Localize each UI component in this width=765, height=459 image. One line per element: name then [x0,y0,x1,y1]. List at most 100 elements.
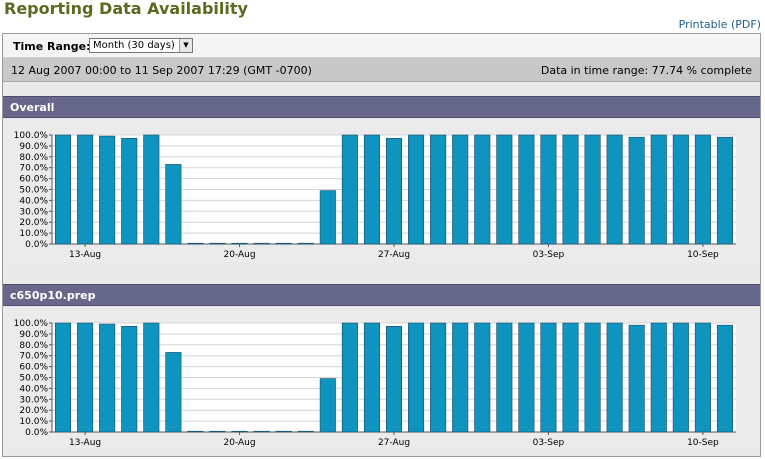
y-tick-label: 40.0% [19,384,48,394]
report-panel: Time Range: Month (30 days) ▼ 12 Aug 200… [2,33,761,457]
x-tick-label: 10-Sep [687,438,719,448]
bar [121,325,138,433]
bar [385,325,403,433]
section-title: Overall [10,101,55,114]
bar [672,134,689,245]
bar [385,137,403,245]
y-tick-label: 100.0% [14,131,49,141]
time-range-label: Time Range: [13,40,91,53]
page-title: Reporting Data Availability [4,0,248,18]
bar [165,164,182,245]
bar [474,134,491,245]
y-tick-label: 70.0% [19,164,48,174]
bar [99,135,116,245]
bar [209,242,226,245]
bar [231,242,248,245]
bar [143,134,160,245]
x-tick-label: 27-Aug [378,250,410,260]
chart-c650p10: 0.0% 10.0% 20.0% 30.0% 40.0% 50.0% 60.0% 70.0% 8… [3,306,760,450]
bar [496,322,513,433]
bar [518,134,535,245]
section-title: c650p10.prep [10,289,96,302]
y-tick-label: 50.0% [19,186,48,196]
bar [584,134,601,245]
time-range-value: Month (30 days) [93,40,175,51]
y-tick-label: 50.0% [19,374,48,384]
y-tick-label: 10.0% [19,229,48,239]
bar [430,322,447,433]
bar [319,190,336,245]
bar [55,134,72,245]
bar [187,242,204,245]
bar [452,322,469,433]
bar [275,242,292,245]
info-row: 12 Aug 2007 00:00 to 11 Sep 2007 17:29 (… [3,58,760,82]
y-tick-label: 80.0% [19,341,48,351]
chart-overall: 0.0% 10.0% 20.0% 30.0% 40.0% 50.0% 60.0% 70.0% 8… [3,118,760,262]
bar [452,134,469,245]
bar [209,430,226,433]
chart-svg-overall: 0.0%10.0%20.0%30.0%40.0%50.0%60.0%70.0%8… [14,131,736,260]
y-tick-label: 0.0% [25,240,48,250]
completeness-text: Data in time range: 77.74 % complete [540,64,752,77]
date-range-text: 12 Aug 2007 00:00 to 11 Sep 2007 17:29 (… [11,64,312,77]
bar [672,322,689,433]
y-tick-label: 10.0% [19,417,48,427]
bar [143,322,160,433]
y-tick-label: 70.0% [19,352,48,362]
bar [408,322,425,433]
y-tick-label: 20.0% [19,406,48,416]
bar [275,430,292,433]
bar [650,322,667,433]
x-tick-label: 03-Sep [533,250,565,260]
bar [341,322,358,433]
y-tick-label: 30.0% [19,395,48,405]
y-tick-label: 90.0% [19,142,48,152]
bar [694,322,711,433]
y-tick-label: 20.0% [19,218,48,228]
bar [540,322,557,433]
bar [474,322,491,433]
x-tick-label: 13-Aug [69,250,101,260]
controls-row: Time Range: Month (30 days) ▼ [3,34,760,58]
bar [341,134,358,245]
x-tick-label: 03-Sep [533,438,565,448]
bar [99,323,116,433]
y-tick-label: 40.0% [19,196,48,206]
bar [231,430,248,433]
bar [650,134,667,245]
x-tick-label: 10-Sep [687,250,719,260]
bar [694,134,711,245]
bar [562,134,579,245]
bar [518,322,535,433]
y-tick-label: 80.0% [19,153,48,163]
bar [408,134,425,245]
y-tick-label: 60.0% [19,363,48,373]
section-header-overall: Overall [3,96,760,118]
y-tick-label: 60.0% [19,175,48,185]
bar [628,136,645,245]
bar [253,242,270,245]
bar [628,324,645,433]
chart-svg-c650p10: 0.0%10.0%20.0%30.0%40.0%50.0%60.0%70.0%8… [14,319,736,448]
x-tick-label: 20-Aug [224,438,256,448]
x-tick-label: 13-Aug [69,438,101,448]
bar [430,134,447,245]
chevron-down-icon[interactable]: ▼ [179,39,192,52]
bar [584,322,601,433]
y-tick-label: 30.0% [19,207,48,217]
time-range-select[interactable]: Month (30 days) ▼ [89,38,193,53]
printable-pdf-link[interactable]: Printable (PDF) [678,18,761,31]
bar [540,134,557,245]
bar [606,134,623,245]
bar [77,134,94,245]
y-tick-label: 0.0% [25,428,48,438]
x-tick-label: 20-Aug [224,250,256,260]
bar [121,137,138,245]
y-tick-label: 90.0% [19,330,48,340]
y-tick-label: 100.0% [14,319,49,329]
bar [77,322,94,433]
bar [165,352,182,433]
bar [297,242,314,245]
bar [496,134,513,245]
